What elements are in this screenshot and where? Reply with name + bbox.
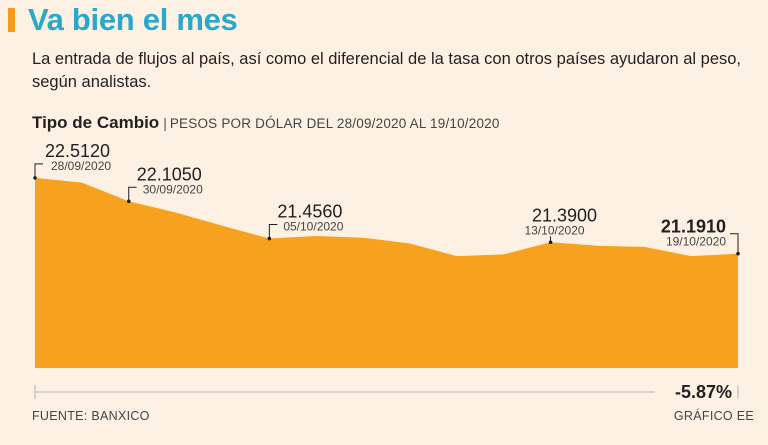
change-layer: -5.87% <box>34 378 739 404</box>
chart-subtitle: PESOS POR DÓLAR DEL 28/09/2020 AL 19/10/… <box>169 116 500 131</box>
annotation-value: 21.4560 <box>277 202 342 222</box>
data-point <box>267 236 272 241</box>
credit-note: GRÁFICO EE <box>673 409 754 423</box>
data-point <box>736 251 740 256</box>
annotation-leader <box>128 186 137 202</box>
change-percent-label: -5.87% <box>675 382 732 402</box>
page-subtitle: La entrada de flujos al país, así como e… <box>32 50 742 91</box>
chart-heading: Tipo de Cambio | PESOS POR DÓLAR DEL 28/09… <box>32 113 500 133</box>
annotation-value: 21.1910 <box>661 217 726 237</box>
data-point <box>126 199 131 204</box>
chart-heading-separator: | <box>163 115 167 131</box>
annotation-value: 22.1050 <box>137 164 202 184</box>
source-note: FUENTE: BANXICO <box>32 409 150 423</box>
chart-title: Tipo de Cambio <box>32 113 160 132</box>
annotation-leader <box>268 224 278 239</box>
area-series <box>35 177 738 368</box>
area-layer <box>35 177 738 368</box>
annotation-date: 05/10/2020 <box>283 220 343 234</box>
change-label-bg <box>655 378 737 404</box>
annotation-leader <box>730 233 739 254</box>
annotation-date: 13/10/2020 <box>525 223 585 237</box>
annotation-value: 21.3900 <box>532 205 597 225</box>
page-title: Va bien el mes <box>28 2 238 37</box>
annotation-date: 19/10/2020 <box>666 235 726 249</box>
annotation-leader <box>34 163 43 178</box>
data-point <box>548 240 553 245</box>
annotation-date: 28/09/2020 <box>51 159 111 173</box>
annotation-value: 22.5120 <box>45 141 110 161</box>
data-point <box>33 176 37 180</box>
annotation-date: 30/09/2020 <box>143 182 203 196</box>
accent-bar <box>8 8 15 32</box>
